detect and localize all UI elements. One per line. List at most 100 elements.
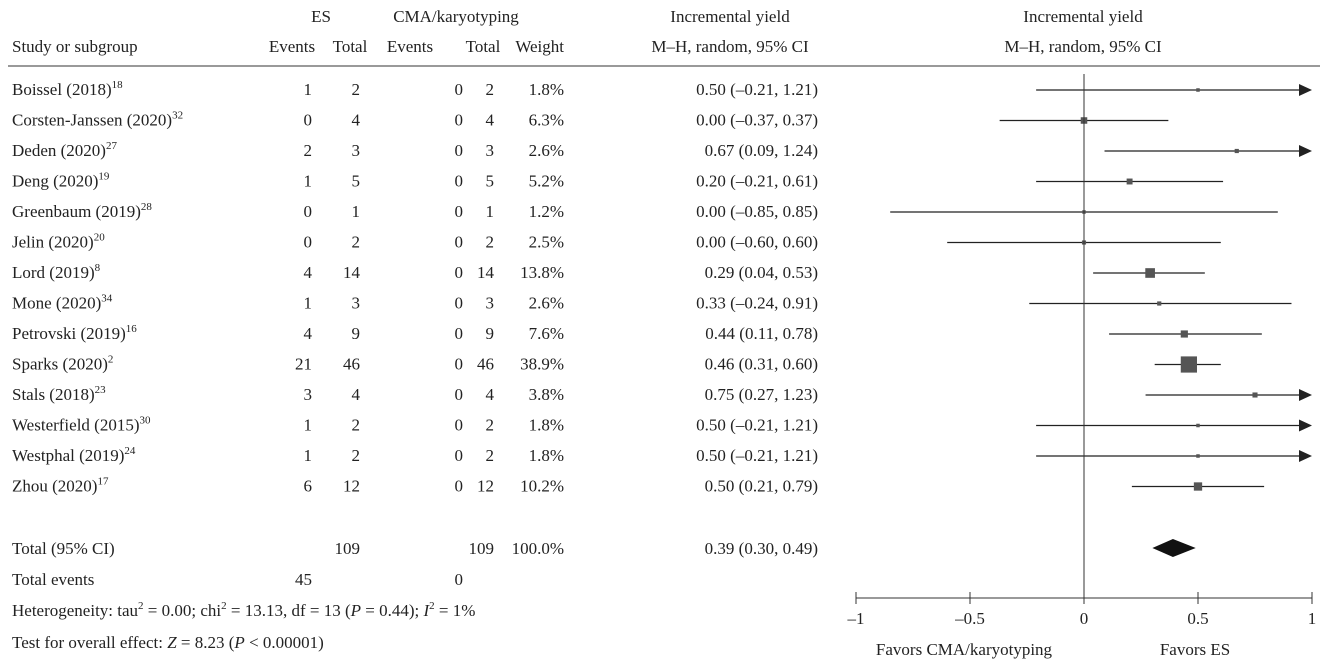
study-name: Jelin (2020)20 xyxy=(12,232,105,252)
point-estimate-marker xyxy=(1252,392,1258,398)
cma-total-cell: 46 xyxy=(477,355,494,374)
ci-arrow xyxy=(1299,419,1312,432)
es-total-cell: 46 xyxy=(343,355,360,374)
es-total-cell: 2 xyxy=(352,233,361,252)
weight-cell: 2.5% xyxy=(529,233,564,252)
point-estimate-marker xyxy=(1126,178,1133,185)
weight-cell: 38.9% xyxy=(520,355,564,374)
weight-cell: 6.3% xyxy=(529,111,564,130)
es-events-cell: 0 xyxy=(304,111,313,130)
weight-cell: 7.6% xyxy=(529,324,564,343)
point-estimate-marker xyxy=(1180,330,1188,338)
es-total-cell: 9 xyxy=(352,324,361,343)
study-name: Corsten-Janssen (2020)32 xyxy=(12,110,183,130)
header-es-events: Events xyxy=(269,37,315,56)
point-estimate-marker xyxy=(1196,88,1200,92)
cma-events-cell: 0 xyxy=(455,416,464,435)
es-total-cell: 3 xyxy=(352,294,361,313)
ci-text-cell: 0.20 (–0.21, 0.61) xyxy=(696,172,818,191)
header-cma-events: Events xyxy=(387,37,433,56)
cma-total-cell: 2 xyxy=(486,416,495,435)
total-events-cma: 0 xyxy=(455,570,464,589)
cma-events-cell: 0 xyxy=(455,477,464,496)
ci-arrow xyxy=(1299,145,1312,157)
x-tick-label: –0.5 xyxy=(954,609,985,628)
study-name: Greenbaum (2019)28 xyxy=(12,201,152,221)
study-row: Stals (2018)23 3 4 0 4 3.8% 0.75 (0.27, 1.23) xyxy=(12,384,1312,404)
heterogeneity-text: Heterogeneity: tau2 = 0.00; chi2 = 13.13… xyxy=(12,600,475,620)
x-tick-label: –1 xyxy=(847,609,865,628)
cma-events-cell: 0 xyxy=(455,233,464,252)
cma-events-cell: 0 xyxy=(455,111,464,130)
study-name: Zhou (2020)17 xyxy=(12,476,109,496)
header-table-effect-bottom: M–H, random, 95% CI xyxy=(651,37,809,56)
study-row: Lord (2019)8 4 14 0 14 13.8% 0.29 (0.04, 0.53) xyxy=(12,262,1205,282)
study-row: Westerfield (2015)30 1 2 0 2 1.8% 0.50 (–0.21,… xyxy=(12,415,1312,435)
x-tick-label: 0 xyxy=(1080,609,1089,628)
ci-text-cell: 0.50 (–0.21, 1.21) xyxy=(696,416,818,435)
total-ci-text: 0.39 (0.30, 0.49) xyxy=(705,539,818,558)
cma-events-cell: 0 xyxy=(455,202,464,221)
x-tick-label: 1 xyxy=(1308,609,1317,628)
study-row: Jelin (2020)20 0 2 0 2 2.5% 0.00 (–0.60, 0.60) xyxy=(12,232,1221,252)
es-total-cell: 3 xyxy=(352,141,361,160)
point-estimate-marker xyxy=(1193,482,1203,491)
cma-total-cell: 5 xyxy=(486,172,495,191)
point-estimate-marker xyxy=(1145,268,1155,278)
es-events-cell: 2 xyxy=(304,141,313,160)
weight-cell: 13.8% xyxy=(520,263,564,282)
study-row: Corsten-Janssen (2020)32 0 4 0 4 6.3% 0.00 (–0… xyxy=(12,110,1169,130)
cma-events-cell: 0 xyxy=(455,172,464,191)
study-row: Mone (2020)34 1 3 0 3 2.6% 0.33 (–0.24, 0.91) xyxy=(12,293,1292,313)
total-events-label: Total events xyxy=(12,570,94,589)
header-es-group: ES xyxy=(311,7,331,26)
cma-total-cell: 3 xyxy=(486,294,495,313)
ci-text-cell: 0.50 (–0.21, 1.21) xyxy=(696,446,818,465)
study-name: Mone (2020)34 xyxy=(12,293,113,313)
study-name: Sparks (2020)2 xyxy=(12,354,113,374)
ci-arrow xyxy=(1299,389,1312,401)
x-axis-ticks: –1 –0.5 0 0.5 1 xyxy=(847,592,1317,628)
es-events-cell: 0 xyxy=(304,202,313,221)
ci-arrow xyxy=(1299,450,1312,462)
es-total-cell: 12 xyxy=(343,477,360,496)
cma-events-cell: 0 xyxy=(455,80,464,99)
cma-events-cell: 0 xyxy=(455,446,464,465)
study-name: Stals (2018)23 xyxy=(12,384,106,404)
es-events-cell: 1 xyxy=(304,80,313,99)
study-name: Deng (2020)19 xyxy=(12,171,110,191)
point-estimate-marker xyxy=(1234,148,1239,154)
study-row: Zhou (2020)17 6 12 0 12 10.2% 0.50 (0.21, 0.79… xyxy=(12,476,1265,496)
total-diamond-marker xyxy=(1152,539,1196,557)
ci-text-cell: 0.46 (0.31, 0.60) xyxy=(705,355,818,374)
total-events-es: 45 xyxy=(295,570,312,589)
ci-text-cell: 0.67 (0.09, 1.24) xyxy=(705,141,818,160)
overall-effect-text: Test for overall effect: Z = 8.23 (P < 0… xyxy=(12,633,324,652)
study-name: Deden (2020)27 xyxy=(12,140,117,160)
cma-total-cell: 14 xyxy=(477,263,495,282)
study-name: Westerfield (2015)30 xyxy=(12,415,151,435)
es-events-cell: 6 xyxy=(304,477,313,496)
header-table-effect-top: Incremental yield xyxy=(670,7,790,26)
cma-events-cell: 0 xyxy=(455,263,464,282)
ci-text-cell: 0.50 (0.21, 0.79) xyxy=(705,477,818,496)
study-row: Deng (2020)19 1 5 0 5 5.2% 0.20 (–0.21, 0.61) xyxy=(12,171,1224,191)
study-row: Westphal (2019)24 1 2 0 2 1.8% 0.50 (–0.21, 1.… xyxy=(12,445,1312,465)
header-study: Study or subgroup xyxy=(12,37,138,56)
es-total-cell: 2 xyxy=(352,416,361,435)
point-estimate-marker xyxy=(1196,454,1200,458)
es-total-cell: 4 xyxy=(352,385,361,404)
ci-text-cell: 0.75 (0.27, 1.23) xyxy=(705,385,818,404)
header-cma-total: Total xyxy=(466,37,501,56)
study-row: Deden (2020)27 2 3 0 3 2.6% 0.67 (0.09, 1.24) xyxy=(12,140,1312,160)
header-es-total: Total xyxy=(333,37,368,56)
weight-cell: 1.8% xyxy=(529,446,564,465)
ci-text-cell: 0.44 (0.11, 0.78) xyxy=(705,324,818,343)
weight-cell: 1.2% xyxy=(529,202,564,221)
cma-total-cell: 2 xyxy=(486,80,495,99)
cma-total-cell: 1 xyxy=(486,202,495,221)
weight-cell: 1.8% xyxy=(529,80,564,99)
es-events-cell: 1 xyxy=(304,416,313,435)
ci-arrow xyxy=(1299,84,1312,96)
